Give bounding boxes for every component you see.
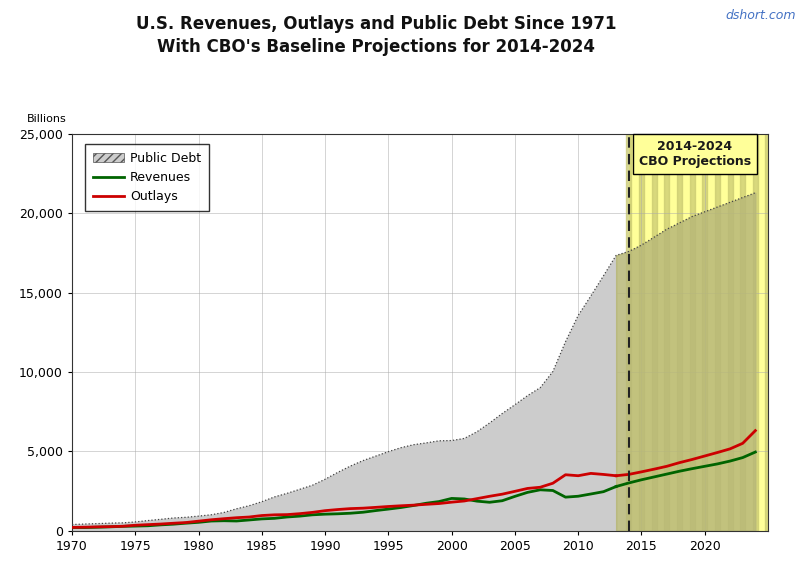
Bar — [766, 134, 770, 531]
Bar — [651, 134, 657, 531]
Text: 2014-2024
CBO Projections: 2014-2024 CBO Projections — [639, 140, 751, 168]
Bar — [715, 134, 720, 531]
Bar — [626, 134, 631, 531]
Bar — [753, 134, 758, 531]
Text: dshort.com: dshort.com — [726, 9, 796, 22]
Bar — [690, 134, 694, 531]
Text: U.S. Revenues, Outlays and Public Debt Since 1971: U.S. Revenues, Outlays and Public Debt S… — [136, 15, 616, 33]
Text: Billions: Billions — [26, 114, 66, 124]
Bar — [740, 134, 746, 531]
Bar — [629, 134, 768, 531]
Bar — [664, 134, 670, 531]
Bar — [677, 134, 682, 531]
Bar — [702, 134, 707, 531]
Text: With CBO's Baseline Projections for 2014-2024: With CBO's Baseline Projections for 2014… — [157, 38, 595, 56]
Legend: Public Debt, Revenues, Outlays: Public Debt, Revenues, Outlays — [86, 145, 209, 211]
Bar — [639, 134, 644, 531]
Bar — [727, 134, 733, 531]
